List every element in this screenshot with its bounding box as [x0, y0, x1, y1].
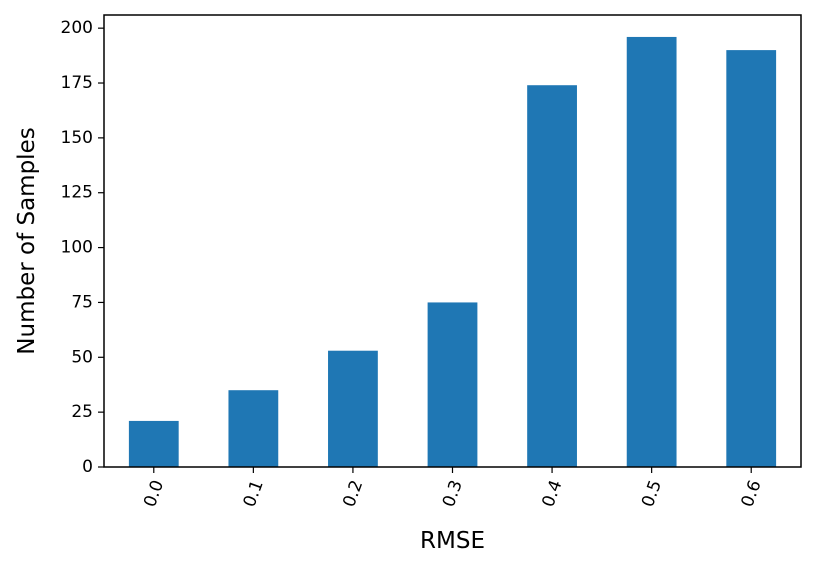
bar-0.4 [527, 85, 577, 467]
y-tick-label: 75 [71, 292, 93, 312]
bar-0.1 [228, 390, 279, 467]
y-tick-label: 150 [61, 128, 93, 148]
y-tick-label: 50 [71, 347, 93, 367]
bars-group [128, 36, 777, 468]
y-tick-label: 200 [61, 18, 93, 38]
x-tick-label: 0.4 [538, 478, 566, 510]
plot-frame [103, 14, 802, 468]
bar-0.3 [427, 302, 478, 467]
y-tick-label: 125 [61, 183, 93, 203]
x-tick-label: 0.1 [240, 478, 268, 510]
y-tick-label: 100 [61, 238, 93, 258]
x-axis-ticks: 0.0 0.1 0.2 0.3 0.4 0.5 0.6 [140, 467, 766, 510]
x-tick-label: 0.5 [638, 478, 666, 510]
bar-0.5 [626, 36, 677, 468]
y-axis-ticks: 0 25 50 75 100 125 150 175 200 [61, 18, 104, 477]
y-axis-label: Number of Samples [14, 127, 40, 354]
x-tick-label: 0.6 [738, 478, 766, 510]
bar-0.2 [328, 350, 378, 467]
x-tick-label: 0.0 [140, 478, 168, 510]
y-tick-label: 25 [71, 402, 93, 422]
x-axis-label: RMSE [420, 528, 485, 554]
bar-0.0 [128, 420, 179, 467]
y-tick-label: 175 [61, 73, 93, 93]
bar-0.6 [726, 50, 777, 467]
x-tick-label: 0.2 [339, 478, 367, 510]
y-tick-label: 0 [82, 457, 93, 477]
x-tick-label: 0.3 [439, 478, 467, 510]
